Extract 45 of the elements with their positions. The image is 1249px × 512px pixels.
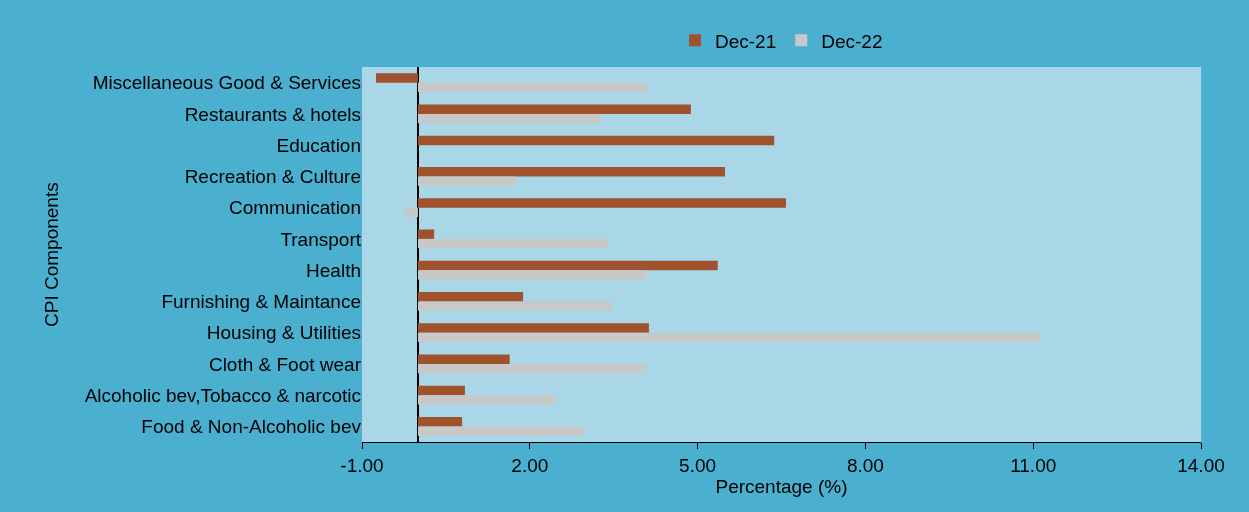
bar — [417, 229, 435, 239]
x-tick-label: 11.00 — [1010, 454, 1057, 476]
bar — [417, 395, 557, 405]
bar — [417, 426, 583, 436]
y-tick-label: Cloth & Foot wear — [208, 353, 362, 375]
bar — [417, 417, 463, 427]
bar — [417, 270, 647, 280]
y-axis-title: CPI Components — [40, 182, 62, 327]
y-tick-label: Communication — [229, 197, 361, 219]
x-axis-title: Percentage (%) — [715, 475, 848, 497]
y-tick-label: Transport — [280, 228, 362, 250]
legend-label: Dec-22 — [821, 30, 883, 52]
bar — [417, 104, 691, 114]
y-tick-label: Miscellaneous Good & Services — [92, 72, 361, 94]
x-tick-label: 14.00 — [1177, 454, 1225, 476]
y-tick-label: Health — [306, 259, 361, 281]
bar — [417, 292, 524, 302]
bar — [417, 354, 510, 364]
bar — [417, 113, 601, 124]
bar — [417, 135, 775, 146]
bar — [417, 238, 609, 249]
bar — [417, 363, 646, 374]
bar — [417, 323, 649, 333]
x-tick-label: 2.00 — [511, 454, 549, 476]
y-tick-label: Alcoholic bev,Tobacco & narcotic — [84, 384, 361, 406]
bar — [417, 385, 465, 396]
bar — [417, 198, 786, 208]
y-tick-label: Furnishing & Maintance — [161, 291, 361, 313]
x-tick-label: -1.00 — [340, 454, 384, 476]
y-tick-label: Housing & Utilities — [206, 322, 361, 344]
y-tick-label: Food & Non-Alcoholic bev — [141, 416, 362, 438]
bar — [417, 176, 516, 186]
x-tick-label: 5.00 — [679, 454, 717, 476]
bar — [406, 207, 418, 217]
bar — [417, 167, 726, 177]
y-tick-label: Education — [276, 134, 361, 156]
bar — [417, 301, 613, 311]
x-tick-label: 8.00 — [846, 454, 884, 476]
bar — [417, 332, 1040, 342]
bar — [417, 260, 718, 271]
bar — [375, 73, 418, 83]
legend-label: Dec-21 — [715, 30, 777, 52]
y-tick-label: Restaurants & hotels — [184, 103, 361, 125]
bar — [417, 82, 648, 92]
y-tick-label: Recreation & Culture — [184, 166, 361, 188]
